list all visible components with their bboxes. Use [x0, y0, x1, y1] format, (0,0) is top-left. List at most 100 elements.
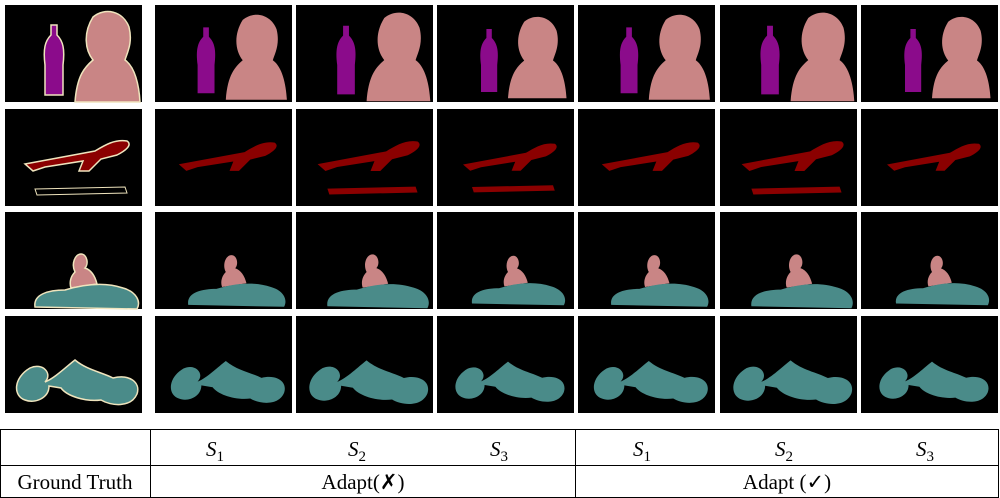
mask-region [361, 254, 389, 288]
mask-region [34, 283, 140, 310]
mask-shapes [43, 10, 141, 103]
mask-image [296, 5, 433, 102]
mask-shapes [15, 359, 139, 406]
mask-image [861, 109, 998, 206]
mask-region [336, 25, 356, 95]
mask-shapes [170, 360, 285, 403]
mask-region [927, 255, 952, 287]
mask-region [23, 139, 130, 172]
mask-shapes [188, 255, 286, 307]
mask-shapes [480, 16, 567, 99]
mask-region [593, 360, 708, 403]
mask-region [15, 359, 139, 406]
symbol: S [633, 437, 644, 461]
mask-image [296, 316, 433, 413]
column-label: S1 [206, 437, 224, 465]
subscript: 2 [786, 449, 794, 465]
mask-shapes [879, 361, 989, 402]
group-label: Adapt (✓) [743, 470, 831, 494]
mask-region [472, 185, 555, 193]
mask-image [155, 109, 292, 206]
mask-region [751, 186, 842, 195]
mask-region [751, 284, 853, 309]
mask-image [578, 5, 715, 102]
mask-shapes [23, 139, 130, 196]
mask-shapes [196, 14, 287, 100]
column-label: S3 [490, 437, 508, 465]
mask-image [437, 212, 574, 309]
mask-region [733, 360, 853, 405]
mask-image [155, 212, 292, 309]
mask-image [578, 316, 715, 413]
mask-image [720, 109, 857, 206]
mask-image [155, 5, 292, 102]
mask-region [741, 141, 844, 171]
mask-region [887, 143, 981, 171]
mask-shapes [455, 361, 565, 402]
mask-image [5, 5, 142, 103]
mask-shapes [309, 360, 429, 405]
mask-region [69, 253, 98, 289]
column-label: S2 [775, 437, 793, 465]
mask-region [188, 283, 286, 307]
mask-region [904, 29, 922, 92]
mask-image [296, 212, 433, 309]
mask-region [463, 143, 557, 171]
mask-shapes [336, 12, 431, 102]
mask-region [648, 14, 710, 100]
mask-shapes [751, 254, 853, 309]
mask-region [317, 141, 420, 171]
mask-shapes [904, 16, 991, 99]
mask-image [720, 316, 857, 413]
mask-region [196, 27, 216, 94]
row-label: Ground Truth [18, 470, 133, 494]
mask-shapes [895, 255, 990, 306]
mask-shapes [317, 141, 420, 195]
mask-shapes [471, 255, 566, 306]
mask-region [455, 361, 565, 402]
symbol: S [916, 437, 927, 461]
mask-region [790, 12, 855, 102]
mask-shapes [611, 255, 709, 307]
mask-image [861, 212, 998, 309]
subscript: 2 [359, 449, 367, 465]
mask-region [366, 12, 431, 102]
mask-region [611, 283, 709, 307]
mask-image [720, 212, 857, 309]
mask-region [309, 360, 429, 405]
mask-image [861, 5, 998, 102]
mask-image [5, 109, 142, 206]
column-label: S3 [916, 437, 934, 465]
mask-region [644, 255, 670, 288]
mask-region [178, 142, 277, 171]
mask-shapes [327, 254, 429, 309]
mask-region [932, 16, 991, 99]
subscript: 1 [217, 449, 225, 465]
mask-shapes [34, 253, 140, 310]
mask-shapes [741, 141, 844, 195]
mask-shapes [463, 143, 557, 193]
mask-image [155, 316, 292, 413]
symbol: S [775, 437, 786, 461]
mask-shapes [887, 143, 981, 171]
mask-region [508, 16, 567, 99]
subscript: 3 [927, 449, 935, 465]
group-label: Adapt(✗) [322, 470, 405, 494]
table-header: S1 S2 S3 S1 S2 S3 [206, 437, 934, 465]
mask-region [471, 283, 566, 306]
mask-shapes [601, 142, 700, 171]
subscript: 3 [501, 449, 509, 465]
mask-region [74, 10, 141, 103]
mask-image [296, 109, 433, 206]
mask-image [437, 316, 574, 413]
symbol: S [206, 437, 217, 461]
mask-region [43, 24, 65, 96]
mask-grid [5, 5, 998, 413]
mask-image [5, 212, 142, 310]
subscript: 1 [644, 449, 652, 465]
mask-shapes [593, 360, 708, 403]
mask-image [720, 5, 857, 102]
column-label: S2 [348, 437, 366, 465]
mask-region [619, 27, 639, 94]
